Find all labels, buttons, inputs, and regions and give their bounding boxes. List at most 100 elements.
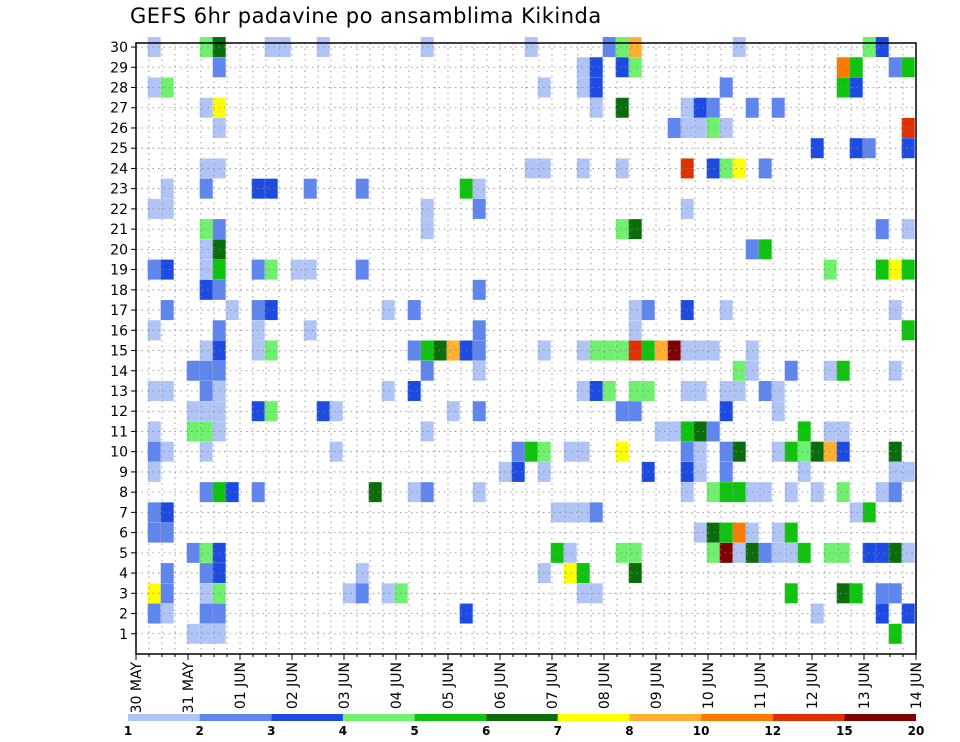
heatmap-cell bbox=[589, 97, 603, 118]
heatmap-cell bbox=[836, 77, 850, 98]
heatmap-cell bbox=[381, 583, 395, 604]
heatmap-cell bbox=[199, 340, 213, 361]
colorbar-swatch bbox=[486, 714, 558, 721]
heatmap-cell bbox=[550, 502, 564, 523]
y-tick-label: 9 bbox=[119, 465, 128, 481]
heatmap-cell bbox=[758, 542, 772, 563]
x-tick-label: 08 JUN bbox=[597, 662, 613, 709]
heatmap-cell bbox=[615, 37, 629, 58]
heatmap-cell bbox=[147, 583, 161, 604]
heatmap-cell bbox=[147, 522, 161, 543]
heatmap-cell bbox=[576, 583, 590, 604]
colorbar-swatch bbox=[128, 714, 200, 721]
x-tick-label: 10 JUN bbox=[701, 662, 717, 709]
heatmap-cell bbox=[199, 542, 213, 563]
heatmap-cell bbox=[693, 461, 707, 482]
x-tick-label: 03 JUN bbox=[337, 662, 353, 709]
heatmap-cell bbox=[199, 158, 213, 179]
heatmap-cell bbox=[199, 482, 213, 503]
heatmap-cell bbox=[771, 441, 785, 462]
heatmap-cell bbox=[186, 623, 200, 644]
heatmap-cell bbox=[693, 340, 707, 361]
heatmap-cell bbox=[329, 441, 343, 462]
heatmap-cell bbox=[849, 77, 863, 98]
heatmap-cell bbox=[576, 441, 590, 462]
y-tick-label: 5 bbox=[119, 546, 128, 562]
heatmap-cell bbox=[472, 279, 486, 300]
heatmap-cell bbox=[563, 563, 577, 584]
colorbar-swatch bbox=[271, 714, 343, 721]
x-tick-label: 05 JUN bbox=[441, 662, 457, 709]
heatmap-cell bbox=[446, 340, 460, 361]
y-tick-label: 20 bbox=[110, 242, 128, 258]
heatmap-cell bbox=[862, 138, 876, 159]
heatmap-cell bbox=[264, 340, 278, 361]
heatmap-cell bbox=[719, 482, 733, 503]
y-tick-label: 19 bbox=[110, 263, 128, 279]
y-tick-label: 13 bbox=[110, 384, 128, 400]
heatmap-cell bbox=[199, 360, 213, 381]
heatmap-cell bbox=[199, 219, 213, 240]
heatmap-cell bbox=[147, 603, 161, 624]
heatmap-cell bbox=[576, 563, 590, 584]
heatmap-cell bbox=[563, 502, 577, 523]
heatmap-cell bbox=[160, 441, 174, 462]
heatmap-cell bbox=[836, 360, 850, 381]
y-tick-label: 15 bbox=[110, 344, 128, 360]
heatmap-cell bbox=[693, 421, 707, 442]
x-tick-label: 09 JUN bbox=[649, 662, 665, 709]
heatmap-cell bbox=[901, 57, 915, 78]
heatmap-cell bbox=[628, 542, 642, 563]
x-tick-label: 31 MAY bbox=[181, 662, 197, 714]
colorbar-label: 12 bbox=[764, 724, 781, 738]
x-axis: 30 MAY 31 MAY 01 JUN 02 JUN 03 JUN 04 JUN 05 J… bbox=[129, 654, 925, 713]
heatmap-cell bbox=[901, 542, 915, 563]
heatmap-cell bbox=[849, 583, 863, 604]
heatmap-cell bbox=[797, 542, 811, 563]
colorbar-label: 8 bbox=[625, 724, 633, 738]
heatmap-cell bbox=[732, 37, 746, 58]
y-tick-label: 30 bbox=[110, 40, 128, 56]
heatmap-cell bbox=[199, 178, 213, 199]
heatmap-cell bbox=[771, 522, 785, 543]
x-tick-label: 11 JUN bbox=[753, 662, 769, 709]
heatmap-cell bbox=[875, 37, 889, 58]
x-tick-label: 01 JUN bbox=[233, 662, 249, 709]
heatmap-cell bbox=[264, 178, 278, 199]
heatmap-cell bbox=[199, 37, 213, 58]
heatmap-cell bbox=[875, 219, 889, 240]
heatmap-cell bbox=[875, 542, 889, 563]
heatmap-cell bbox=[511, 461, 525, 482]
heatmap-cell bbox=[446, 401, 460, 422]
heatmap-cell bbox=[420, 198, 434, 219]
heatmap-cell bbox=[628, 57, 642, 78]
heatmap-cell bbox=[667, 421, 681, 442]
heatmap-cell bbox=[524, 37, 538, 58]
heatmap-cell bbox=[199, 583, 213, 604]
heatmap-cell bbox=[420, 421, 434, 442]
y-tick-label: 2 bbox=[119, 607, 128, 623]
heatmap-cell bbox=[719, 441, 733, 462]
colorbar: 1 2 3 4 5 6 7 8 10 12 15 20 bbox=[124, 714, 924, 738]
heatmap-cell bbox=[667, 117, 681, 138]
heatmap-cell bbox=[303, 259, 317, 280]
y-tick-label: 23 bbox=[110, 182, 128, 198]
heatmap-cell bbox=[771, 401, 785, 422]
x-tick-label: 06 JUN bbox=[493, 662, 509, 709]
heatmap-cell bbox=[199, 401, 213, 422]
x-tick-label: 14 JUN bbox=[909, 662, 925, 709]
heatmap-cell bbox=[420, 360, 434, 381]
heatmap-cell bbox=[160, 259, 174, 280]
heatmap-cell bbox=[901, 259, 915, 280]
y-tick-label: 25 bbox=[110, 141, 128, 157]
heatmap-cell bbox=[719, 380, 733, 401]
heatmap-cell bbox=[147, 320, 161, 341]
heatmap-cell bbox=[719, 542, 733, 563]
heatmap-cell bbox=[147, 421, 161, 442]
heatmap-cell bbox=[329, 401, 343, 422]
colorbar-label: 10 bbox=[693, 724, 710, 738]
heatmap-cell bbox=[199, 563, 213, 584]
heatmap-cell bbox=[472, 482, 486, 503]
colorbar-swatch bbox=[414, 714, 487, 721]
heatmap-cell bbox=[589, 340, 603, 361]
